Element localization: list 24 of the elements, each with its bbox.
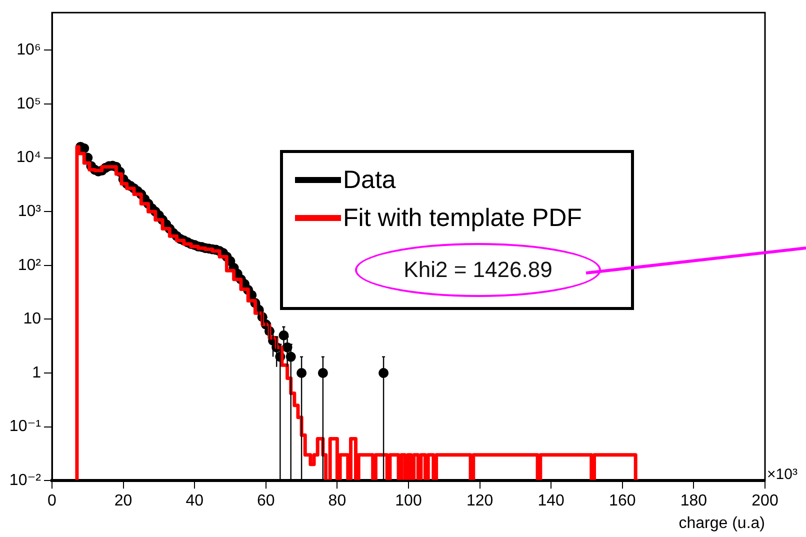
text: ×10³ — [767, 466, 798, 484]
y-tick-label: 10⁵ — [16, 95, 41, 112]
y-tick-label: 10⁻² — [9, 472, 42, 490]
legend-label: Fit with template PDF — [343, 203, 582, 234]
x-tick-label: 60 — [257, 492, 275, 510]
y-tick-label: 1 — [32, 364, 42, 382]
y-tick-label: 10⁶ — [16, 42, 41, 59]
x-tick-label: 100 — [395, 492, 422, 510]
x-tick-label: 200 — [752, 492, 778, 510]
x-tick-label: 80 — [328, 492, 346, 510]
x-tick-label: 0 — [48, 492, 57, 510]
x-tick-label: 20 — [114, 492, 132, 510]
x-tick-label: 40 — [186, 492, 204, 510]
x-tick-label: 140 — [538, 492, 565, 510]
y-tick-label: 10² — [18, 256, 42, 274]
y-tick-label: 10⁴ — [16, 149, 42, 166]
x-tick-label: 180 — [680, 492, 708, 510]
x-axis-title: charge (u.a) — [678, 514, 765, 532]
y-tick-label: 10³ — [18, 203, 42, 220]
x-tick-label: 120 — [466, 492, 494, 510]
y-tick-label: 10⁻¹ — [9, 418, 41, 436]
legend-label: Data — [343, 165, 396, 196]
y-tick-label: 10 — [23, 310, 42, 328]
x-tick-label: 160 — [609, 492, 636, 510]
